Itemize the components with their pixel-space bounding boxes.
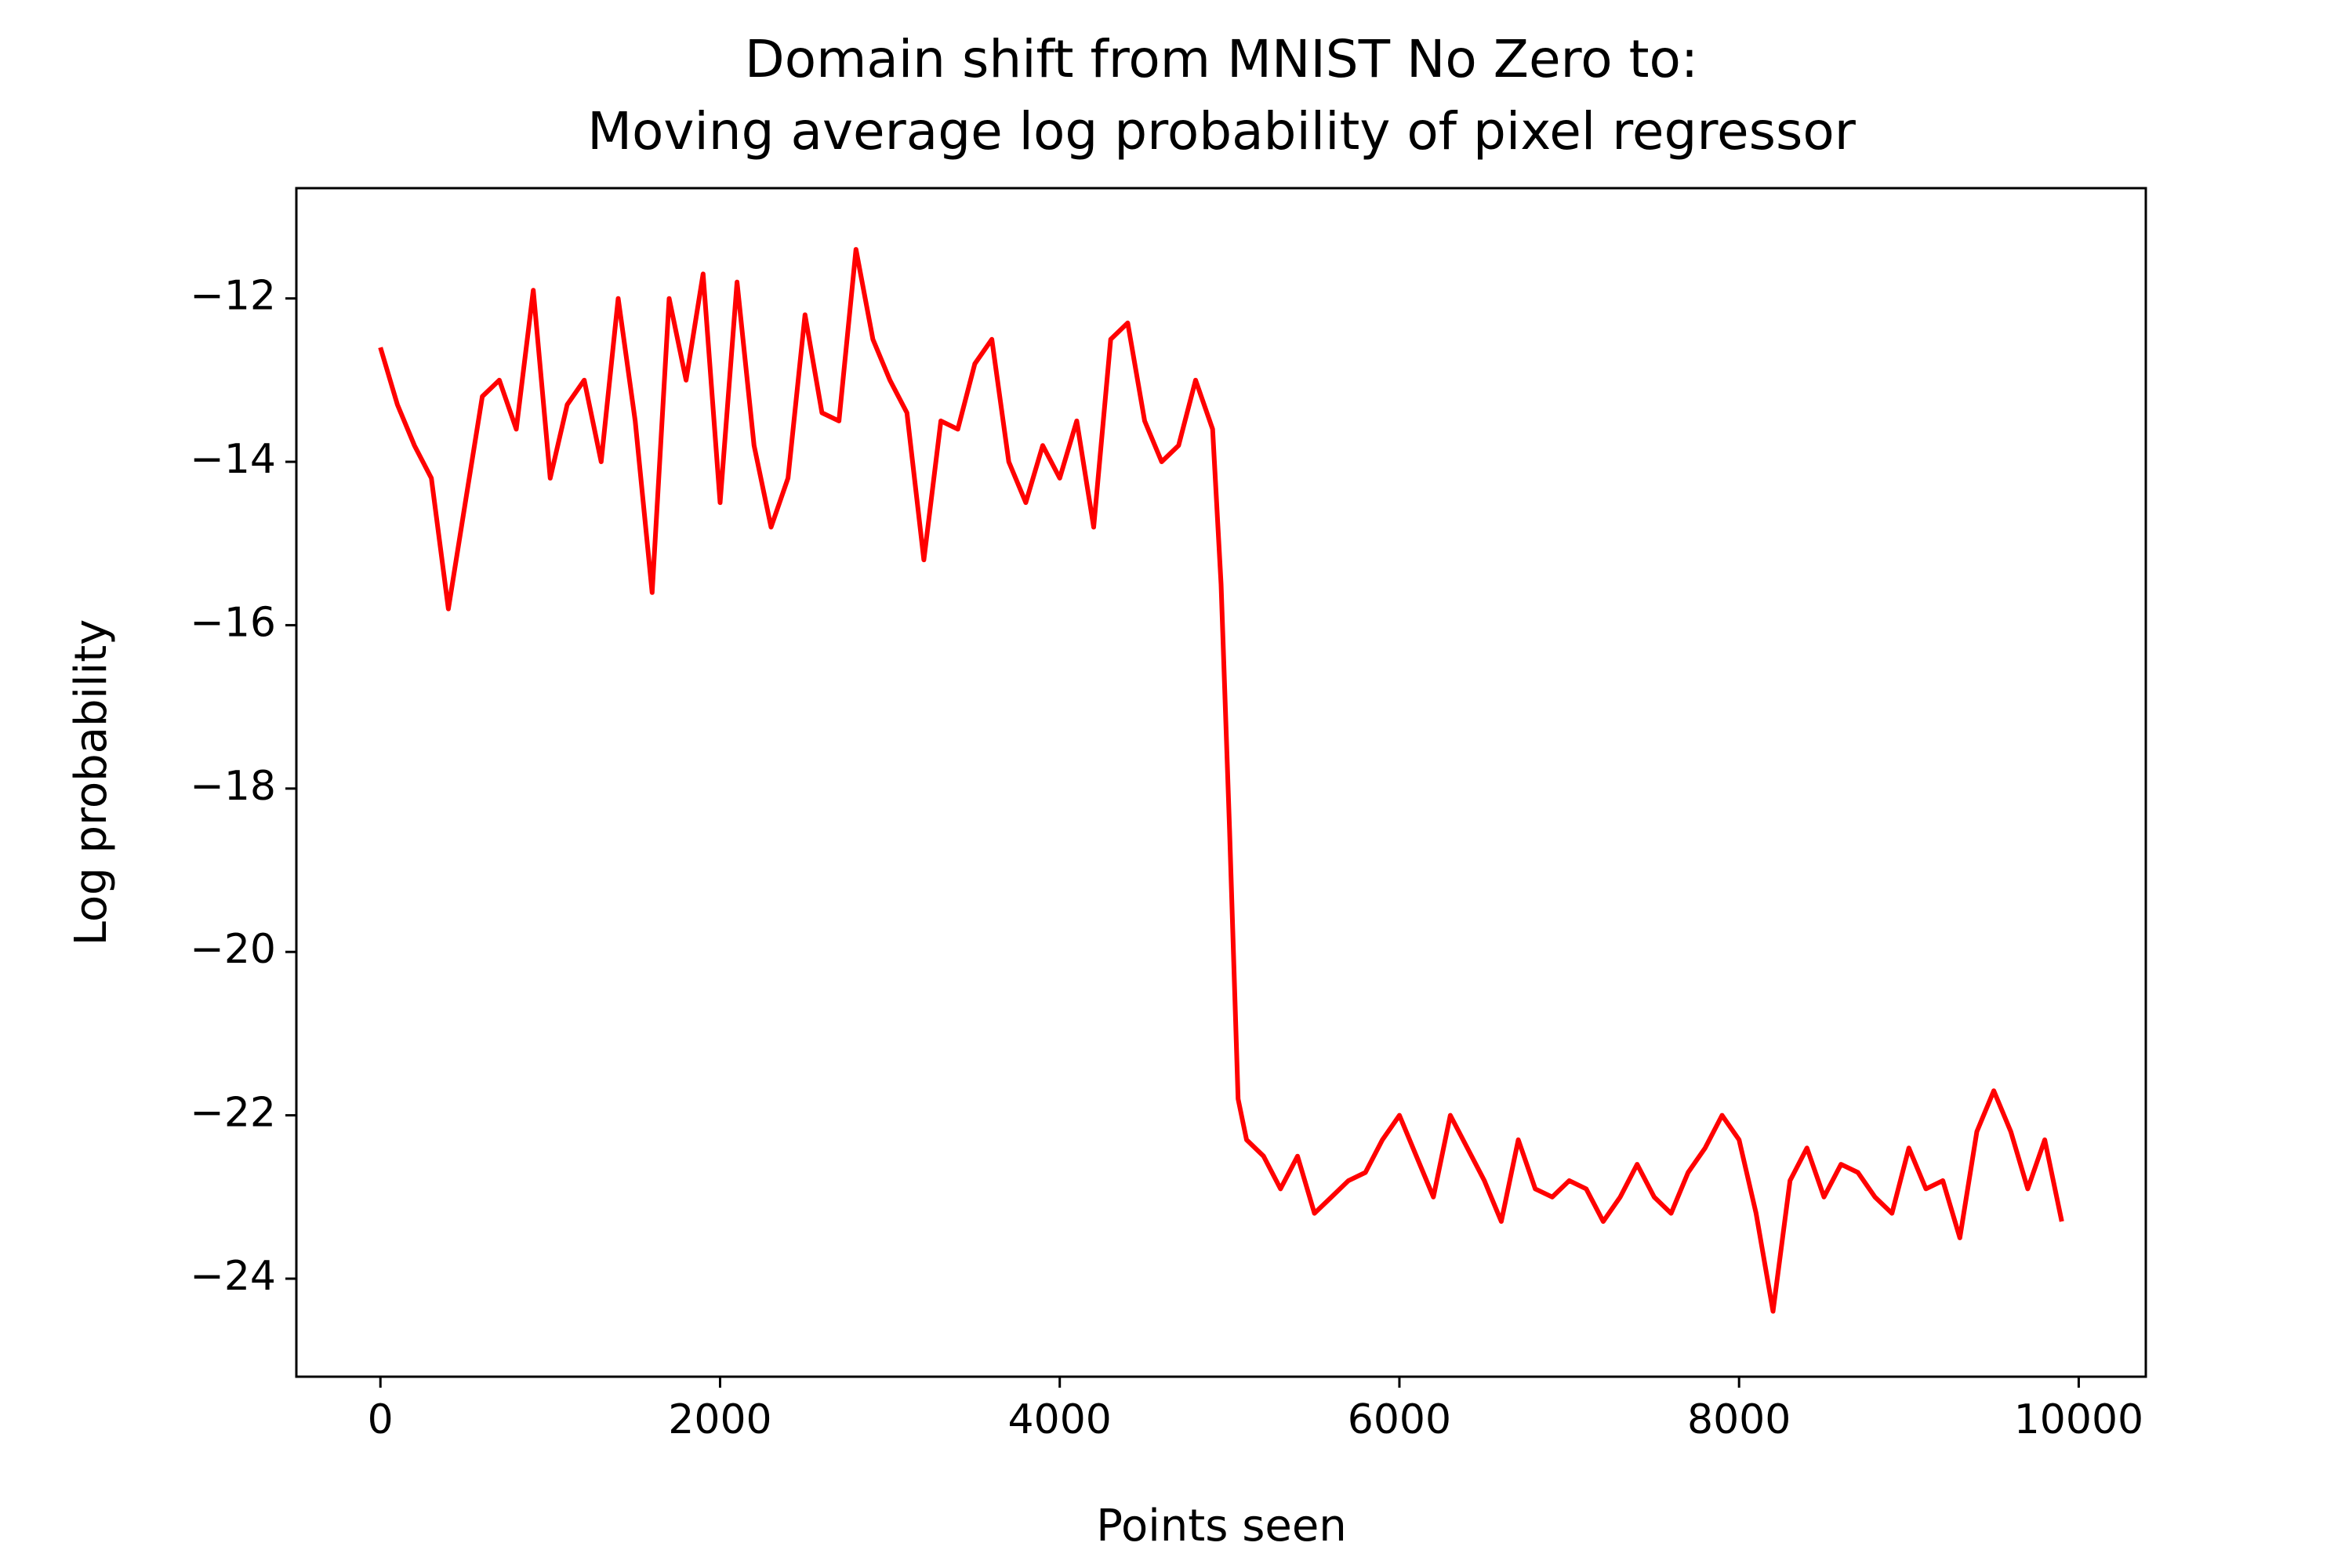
- plot-frame: [295, 187, 2147, 1378]
- x-tick-label: 10000: [2014, 1396, 2143, 1443]
- x-tick-label: 2000: [668, 1396, 771, 1443]
- y-tick-label: −20: [190, 926, 276, 973]
- y-axis-label: Log probability: [66, 619, 117, 946]
- y-tick-label: −24: [190, 1253, 276, 1300]
- chart-title: Domain shift from MNIST No Zero to:: [745, 29, 1698, 89]
- y-tick-label: −14: [190, 436, 276, 483]
- y-tick-label: −12: [190, 273, 276, 320]
- chart-title: Moving average log probability of pixel …: [587, 101, 1857, 162]
- y-tick-label: −16: [190, 599, 276, 646]
- x-tick-label: 6000: [1348, 1396, 1451, 1443]
- y-tick-label: −22: [190, 1090, 276, 1137]
- x-tick-label: 4000: [1008, 1396, 1112, 1443]
- x-tick-label: 0: [368, 1396, 394, 1443]
- x-axis-label: Points seen: [1096, 1501, 1347, 1552]
- data-line: [378, 247, 2064, 1314]
- x-tick-label: 8000: [1687, 1396, 1791, 1443]
- y-tick-label: −18: [190, 763, 276, 810]
